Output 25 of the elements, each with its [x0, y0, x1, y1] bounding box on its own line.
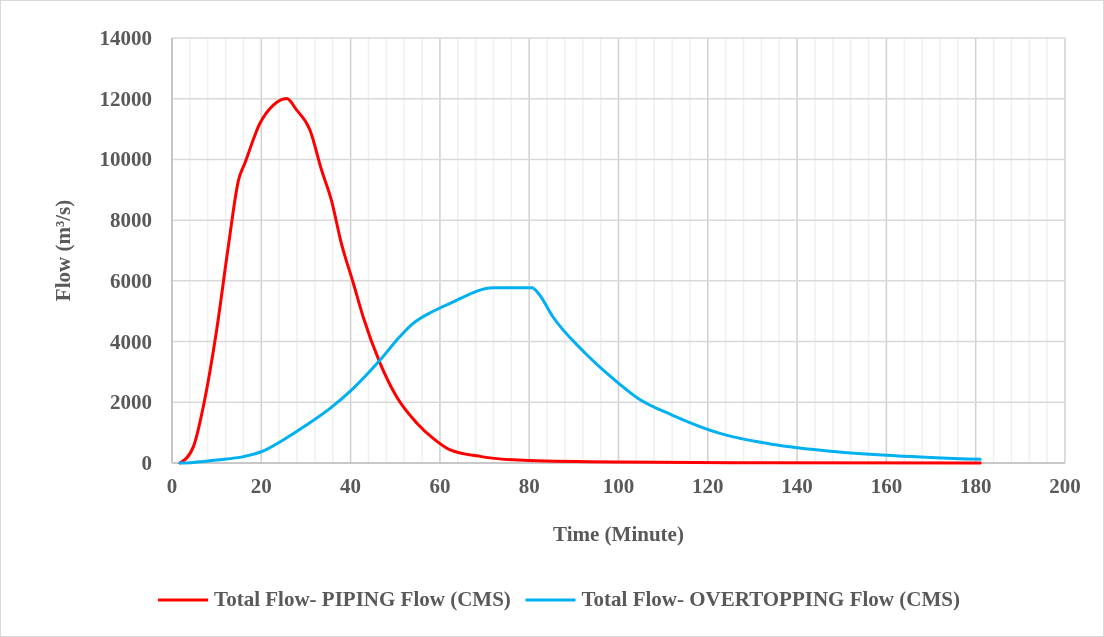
- y-tick-label: 0: [141, 451, 152, 475]
- y-tick-label: 10000: [99, 147, 152, 172]
- x-tick-label: 200: [1049, 474, 1081, 498]
- legend-label: Total Flow- PIPING Flow (CMS): [214, 587, 511, 611]
- y-tick-label: 12000: [99, 86, 152, 111]
- legend-label: Total Flow- OVERTOPPING Flow (CMS): [581, 587, 960, 611]
- x-tick-label: 40: [340, 474, 362, 498]
- y-axis-title: Flow (m³/s): [51, 199, 75, 302]
- y-tick-label: 8000: [110, 208, 152, 233]
- line-series: [178, 286, 982, 465]
- x-tick-label: 0: [166, 474, 178, 498]
- x-tick-label: 60: [429, 474, 451, 498]
- x-tick-label: 120: [692, 474, 724, 498]
- x-tick-label: 100: [602, 474, 635, 498]
- x-tick-label: 20: [250, 474, 272, 498]
- line-series: [178, 96, 982, 465]
- x-axis-title: Time (Minute): [553, 522, 684, 546]
- x-tick-label: 180: [959, 474, 992, 498]
- y-tick-label: 2000: [110, 390, 152, 415]
- x-tick-label: 160: [870, 474, 903, 498]
- y-tick-label: 6000: [110, 268, 152, 293]
- x-tick-label: 140: [781, 474, 813, 498]
- x-tick-label: 80: [518, 474, 540, 498]
- y-tick-label: 14000: [99, 26, 152, 50]
- y-tick-label: 4000: [110, 329, 152, 354]
